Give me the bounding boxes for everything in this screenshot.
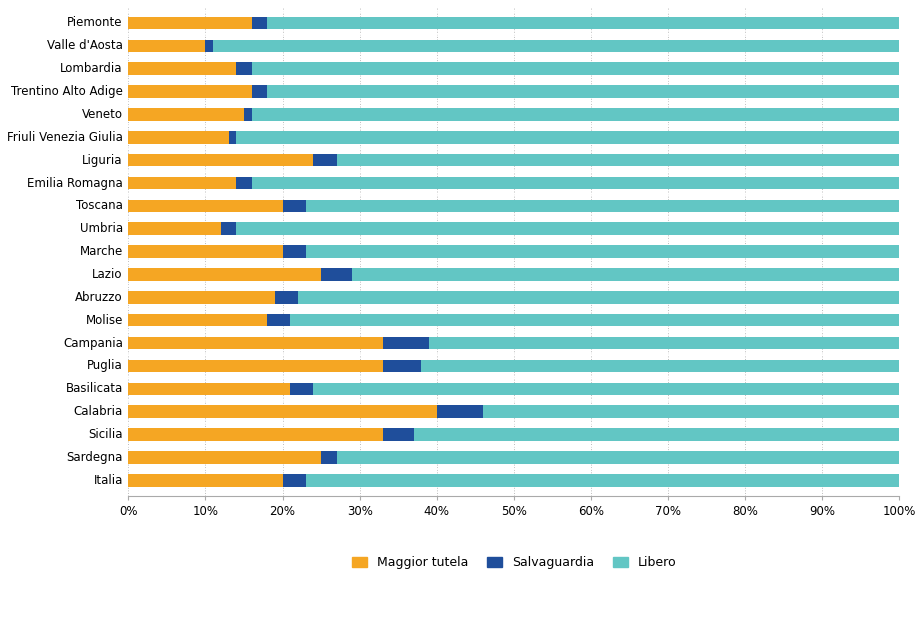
Bar (229, 131, 236, 144)
Bar (337, 451, 899, 464)
Bar (128, 474, 282, 487)
Bar (321, 268, 352, 281)
Bar (291, 383, 314, 395)
Bar (298, 291, 899, 304)
Bar (267, 85, 899, 98)
Bar (429, 337, 899, 349)
Bar (206, 39, 213, 52)
Bar (337, 154, 899, 167)
Bar (236, 223, 899, 235)
Bar (236, 131, 899, 144)
Bar (414, 428, 899, 441)
Bar (321, 451, 337, 464)
Bar (267, 314, 291, 326)
Bar (282, 474, 306, 487)
Bar (128, 428, 383, 441)
Bar (128, 154, 314, 167)
Bar (314, 383, 899, 395)
Bar (128, 451, 321, 464)
Bar (252, 62, 899, 75)
Bar (383, 337, 429, 349)
Bar (128, 383, 291, 395)
Bar (128, 176, 236, 189)
Bar (128, 199, 282, 212)
Bar (483, 405, 899, 418)
Bar (437, 405, 483, 418)
Bar (128, 246, 282, 258)
Bar (128, 337, 383, 349)
Bar (252, 17, 267, 29)
Bar (236, 176, 252, 189)
Bar (128, 108, 244, 121)
Bar (128, 85, 252, 98)
Bar (306, 199, 899, 212)
Bar (244, 108, 252, 121)
Legend: Maggior tutela, Salvaguardia, Libero: Maggior tutela, Salvaguardia, Libero (346, 552, 681, 574)
Bar (275, 291, 298, 304)
Bar (128, 17, 252, 29)
Bar (282, 199, 306, 212)
Bar (282, 246, 306, 258)
Bar (128, 291, 275, 304)
Bar (352, 268, 899, 281)
Bar (252, 176, 899, 189)
Bar (252, 85, 267, 98)
Bar (314, 154, 337, 167)
Bar (128, 131, 229, 144)
Bar (252, 108, 899, 121)
Bar (422, 360, 899, 372)
Bar (306, 474, 899, 487)
Bar (221, 223, 236, 235)
Bar (128, 360, 383, 372)
Bar (306, 246, 899, 258)
Bar (213, 39, 899, 52)
Bar (267, 17, 899, 29)
Bar (383, 360, 422, 372)
Bar (128, 268, 321, 281)
Bar (291, 314, 899, 326)
Bar (128, 62, 236, 75)
Bar (128, 405, 437, 418)
Bar (383, 428, 414, 441)
Bar (236, 62, 252, 75)
Bar (128, 39, 206, 52)
Bar (128, 223, 221, 235)
Bar (128, 314, 267, 326)
